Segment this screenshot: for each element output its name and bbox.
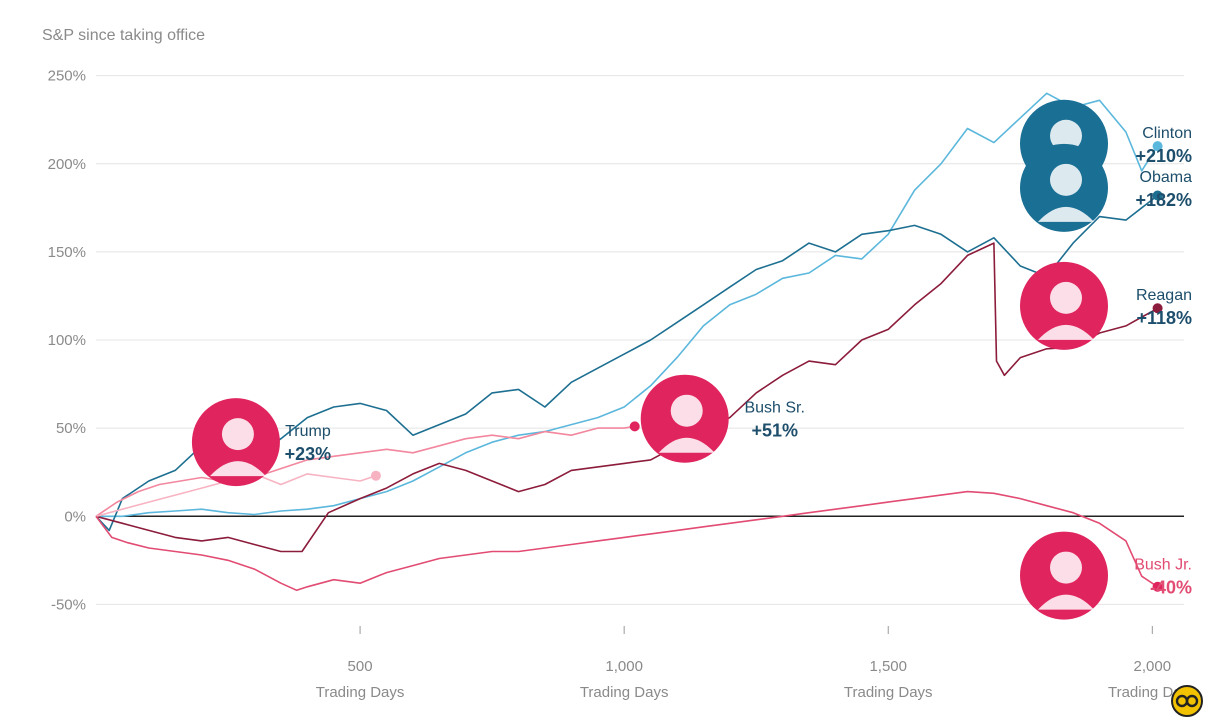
portrait-trump: Trump +23% (191, 398, 332, 487)
series-line-bush-jr (95, 490, 1159, 592)
x-tick-unit-label: Trading Days (580, 684, 669, 701)
end-marker-clinton (1152, 141, 1163, 152)
y-tick-label: 50% (56, 420, 86, 437)
series-line-clinton (96, 92, 1159, 518)
series-name-label: Obama (1140, 169, 1193, 186)
grid-lines (96, 75, 1184, 605)
x-tick-label: 2,000 (1134, 658, 1172, 675)
series-change-label: +23% (285, 444, 332, 464)
portrait-shoulders-icon (1038, 324, 1094, 340)
portrait-shoulders-icon (1038, 594, 1094, 610)
y-tick-label: 200% (48, 156, 86, 173)
portrait-head-icon (1050, 281, 1082, 314)
portrait-bush-sr: Bush Sr. +51% (640, 374, 805, 463)
portrait-head-icon (1050, 119, 1082, 152)
end-marker-trump (370, 470, 381, 481)
y-tick-label: 100% (48, 332, 86, 349)
portrait-obama: Obama +182% (1020, 143, 1193, 232)
y-tick-label: 250% (48, 68, 86, 85)
y-tick-label: -50% (51, 596, 86, 613)
x-tick-unit-label: Trading Days (316, 684, 405, 701)
portrait-bush-jr: Bush Jr. -40% (1020, 531, 1192, 620)
portrait-head-icon (1050, 163, 1082, 196)
series-end-markers (370, 141, 1163, 592)
portrait-head-icon (1050, 551, 1082, 584)
end-marker-obama (1152, 190, 1163, 201)
y-tick-label: 150% (48, 244, 86, 261)
end-marker-bush-sr (629, 421, 640, 432)
portrait-shoulders-icon (209, 461, 266, 477)
x-tick-label: 1,000 (605, 658, 643, 675)
series-name-label: Clinton (1142, 125, 1192, 142)
x-tick-label: 1,500 (869, 658, 907, 675)
chart-title: S&P since taking office (42, 27, 205, 44)
portrait-head-icon (221, 418, 254, 451)
y-tick-label: 0% (64, 508, 86, 525)
series-change-label: -40% (1150, 578, 1192, 598)
x-tick-label: 500 (348, 658, 373, 675)
series-change-label: +118% (1136, 308, 1192, 328)
series-labels: Clinton +210% Obama +182% Reagan +118% Bush Sr… (191, 99, 1193, 620)
y-axis-tick-labels: 250% 200% 150% 100% 50% 0% -50% (48, 68, 86, 614)
x-axis-tick-labels: 500 Trading Days 1,000 Trading Days 1,500 Tra… (316, 626, 1197, 701)
series-change-label: +182% (1135, 190, 1192, 210)
series-change-label: +210% (1135, 146, 1192, 166)
series-name-label: Bush Jr. (1134, 557, 1192, 574)
series-change-label: +51% (751, 421, 798, 441)
series-name-label: Reagan (1136, 287, 1192, 304)
series-line-reagan (95, 242, 1158, 553)
brand-logo-icon (1171, 685, 1203, 717)
series-name-label: Trump (285, 423, 331, 440)
end-marker-reagan (1152, 303, 1163, 314)
x-tick-unit-label: Trading Days (844, 684, 933, 701)
portrait-head-icon (670, 394, 703, 427)
portrait-shoulders-icon (1038, 206, 1094, 222)
series-line-bush-sr (95, 425, 635, 517)
portrait-shoulders-icon (658, 437, 715, 453)
series-name-label: Bush Sr. (744, 400, 804, 417)
portrait-reagan: Reagan +118% (1020, 261, 1192, 350)
end-marker-bush-jr (1152, 581, 1163, 592)
